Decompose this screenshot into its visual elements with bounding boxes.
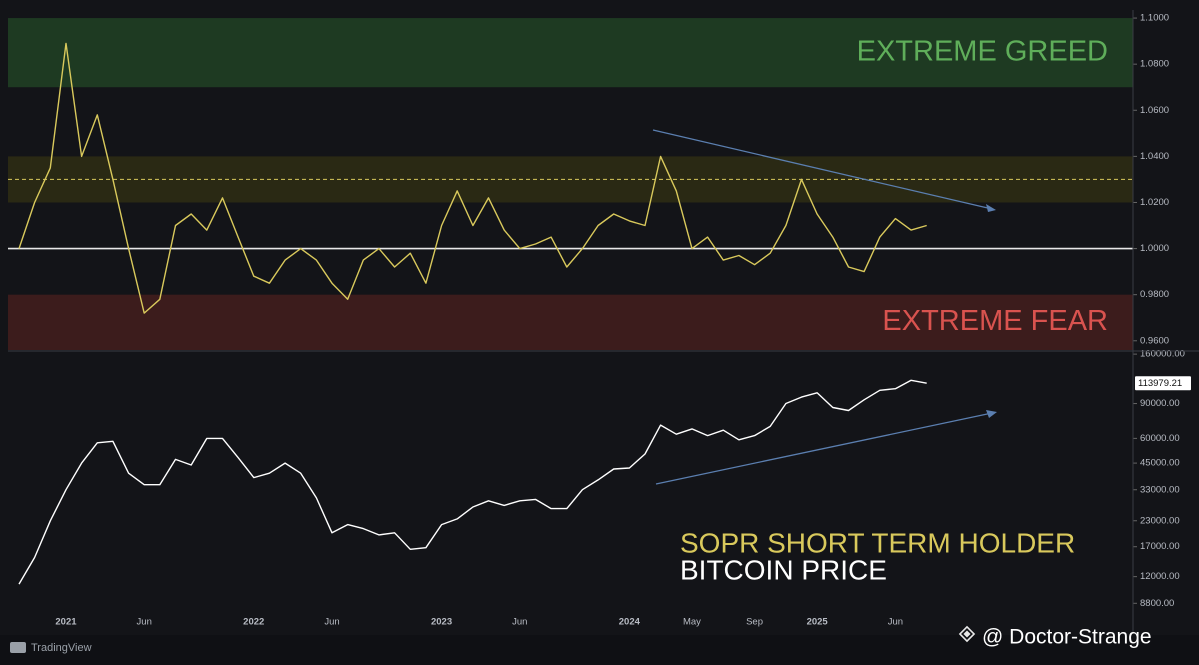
y-tick-label: 33000.00 xyxy=(1140,484,1180,495)
zone-label: EXTREME GREED xyxy=(857,35,1108,67)
x-tick-label: 2024 xyxy=(619,617,641,628)
y-tick-label: 17000.00 xyxy=(1140,541,1180,552)
y-tick-label: 0.9600 xyxy=(1140,335,1169,346)
watermark: @ Doctor-Strange xyxy=(982,626,1152,649)
arrow-head xyxy=(986,410,997,418)
y-tick-label: 1.0000 xyxy=(1140,243,1169,254)
tradingview-logo xyxy=(10,642,26,653)
x-tick-label: 2023 xyxy=(431,617,452,628)
y-tick-label: 1.0800 xyxy=(1140,59,1169,70)
x-tick-label: Jun xyxy=(512,617,527,628)
y-tick-label: 60000.00 xyxy=(1140,433,1180,444)
x-tick-label: Sep xyxy=(746,617,763,628)
x-tick-label: Jun xyxy=(324,617,339,628)
x-tick-label: Jun xyxy=(888,617,903,628)
y-tick-label: 90000.00 xyxy=(1140,398,1180,409)
footer-bar xyxy=(0,635,1199,665)
trend-line xyxy=(655,412,993,485)
y-tick-label: 8800.00 xyxy=(1140,598,1174,609)
watermark-icon xyxy=(958,625,976,643)
platform-name: TradingView xyxy=(31,642,92,654)
trend-line xyxy=(652,129,993,210)
y-tick-label: 45000.00 xyxy=(1140,458,1180,469)
price-tag-label: 113979.21 xyxy=(1138,378,1182,389)
y-tick-label: 1.0400 xyxy=(1140,151,1169,162)
series-line xyxy=(18,42,927,314)
x-tick-label: 2021 xyxy=(55,617,77,628)
y-tick-label: 12000.00 xyxy=(1140,571,1180,582)
legend-entry: SOPR SHORT TERM HOLDER xyxy=(680,527,1075,558)
x-tick-label: 2022 xyxy=(243,617,264,628)
x-tick-label: 2025 xyxy=(807,617,829,628)
y-tick-label: 23000.00 xyxy=(1140,515,1180,526)
zone-label: EXTREME FEAR xyxy=(882,305,1108,337)
y-tick-label: 160000.00 xyxy=(1140,349,1185,360)
zone-band xyxy=(8,18,1133,88)
plot-layer: EXTREME GREED EXTREME FEAR 1.1000 1.0800 1.0… xyxy=(8,10,1199,632)
y-tick-label: 0.9800 xyxy=(1140,289,1169,300)
x-tick-label: May xyxy=(683,617,701,628)
y-tick-label: 1.1000 xyxy=(1140,13,1169,24)
zone-band xyxy=(8,294,1133,350)
series-line xyxy=(18,379,927,585)
price-tag xyxy=(1135,376,1191,391)
y-tick-label: 1.0600 xyxy=(1140,105,1169,116)
legend-entry: BITCOIN PRICE xyxy=(680,554,887,585)
arrow-head xyxy=(986,204,996,212)
x-tick-label: Jun xyxy=(137,617,152,628)
y-tick-label: 1.0200 xyxy=(1140,197,1169,208)
